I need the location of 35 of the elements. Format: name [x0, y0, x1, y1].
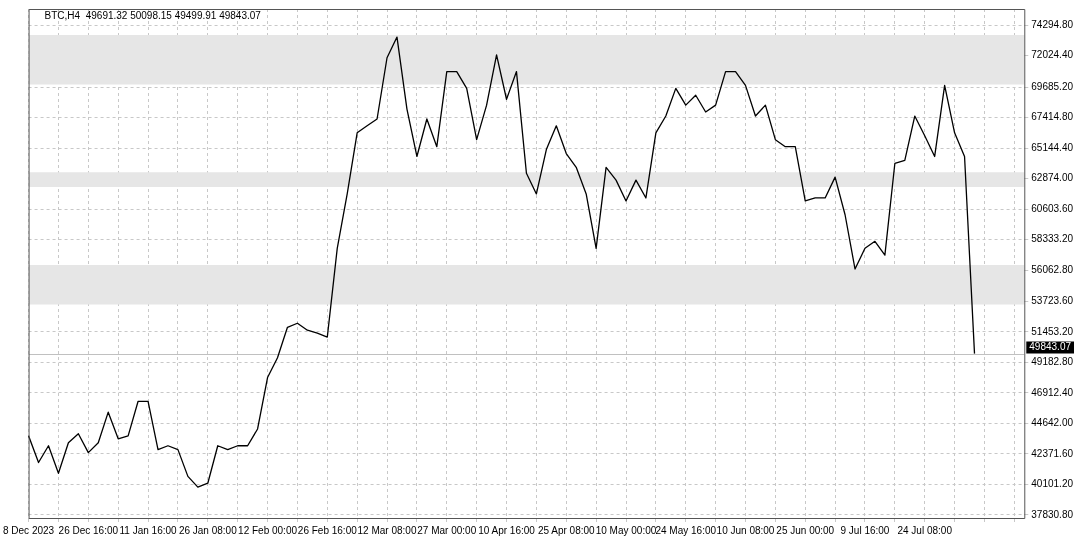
y-tick-label: 56062.80 [1031, 263, 1074, 275]
y-tick-label: 53723.60 [1031, 295, 1074, 307]
x-tick-label: 10 Apr 16:00 [478, 524, 536, 536]
y-tick-label: 74294.80 [1031, 18, 1074, 30]
x-tick-label: 25 Apr 08:00 [537, 524, 596, 536]
x-tick-label: 12 Feb 00:00 [238, 524, 298, 536]
x-tick-label: 25 Jun 00:00 [776, 524, 835, 536]
x-tick-label: 24 May 16:00 [655, 524, 717, 536]
x-tick-label: 27 Mar 00:00 [417, 524, 477, 536]
x-tick-label: 24 Jul 08:00 [897, 524, 953, 536]
y-tick-label: 69685.20 [1031, 80, 1074, 92]
y-tick-label: 42371.60 [1031, 447, 1074, 459]
x-tick-label: 26 Jan 08:00 [178, 524, 238, 536]
y-tick-label: 62874.00 [1031, 172, 1074, 184]
y-tick-label: 44642.00 [1031, 417, 1074, 429]
y-tick-label: 67414.80 [1031, 111, 1074, 123]
y-tick-label: 46912.40 [1031, 386, 1074, 398]
y-tick-label: 60603.60 [1031, 202, 1074, 214]
x-tick-label: 26 Feb 16:00 [297, 524, 358, 536]
y-tick-label: 65144.40 [1031, 141, 1074, 153]
y-tick-label: 49182.80 [1031, 356, 1074, 368]
x-tick-label: 10 May 00:00 [595, 524, 657, 536]
y-tick-label: 40101.20 [1031, 478, 1074, 490]
y-tick-label: 72024.40 [1031, 49, 1074, 61]
x-tick-label: 9 Jul 16:00 [840, 524, 890, 536]
y-tick-label: 51453.20 [1031, 325, 1074, 337]
x-tick-label: 10 Jun 08:00 [716, 524, 775, 536]
y-tick-label: 58333.20 [1031, 233, 1074, 245]
x-tick-label: 12 Mar 08:00 [357, 524, 417, 536]
x-tick-label: 26 Dec 16:00 [58, 524, 119, 536]
y-tick-label: 37830.80 [1031, 508, 1074, 520]
x-tick-label: 8 Dec 2023 [3, 524, 55, 536]
chart-title: BTC,H4 49691.32 50098.15 49499.91 49843.07 [44, 9, 262, 21]
x-tick-label: 11 Jan 16:00 [119, 524, 178, 536]
ref-line-label: 49843.07 [1029, 341, 1072, 353]
